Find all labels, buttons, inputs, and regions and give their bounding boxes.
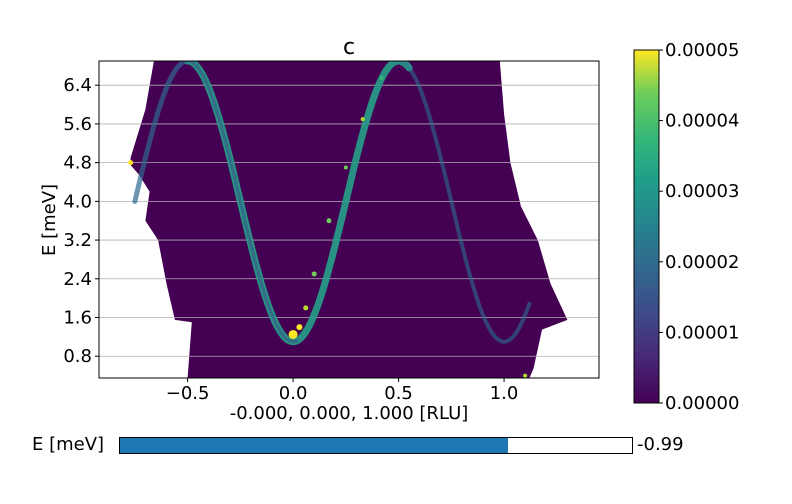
colorbar-tick-label: 0.00005 <box>665 40 739 61</box>
hot-spot <box>379 75 384 80</box>
x-tick-label: 1.0 <box>490 383 519 404</box>
colorbar-tick-label: 0.00003 <box>665 181 739 202</box>
y-tick-label: 5.6 <box>63 114 92 135</box>
y-axis: 0.8 1.6 2.4 3.2 4.0 4.8 5.6 6.4 <box>63 75 99 367</box>
dispersion-branch-ghost <box>175 61 299 344</box>
y-tick-label: 4.8 <box>63 153 92 174</box>
hot-spot <box>128 160 134 166</box>
data-coverage-region <box>130 61 568 378</box>
y-tick-label: 3.2 <box>63 230 92 251</box>
plot-area <box>99 61 599 378</box>
chart-title: c <box>343 35 355 60</box>
energy-slider-value: -0.99 <box>637 434 684 455</box>
y-tick-label: 1.6 <box>63 308 92 329</box>
hot-spot <box>288 329 298 339</box>
y-tick-label: 4.0 <box>63 191 92 212</box>
x-axis: −0.5 0.0 0.5 1.0 <box>166 378 519 404</box>
hot-spot <box>360 117 365 122</box>
colorbar-ticks: 0.00000 0.00001 0.00002 0.00003 0.00004 0.000… <box>659 40 739 414</box>
y-tick-label: 0.8 <box>63 346 92 367</box>
hot-spot <box>311 271 317 277</box>
x-tick-label: 0.0 <box>279 383 308 404</box>
y-tick-label: 6.4 <box>63 75 92 96</box>
x-tick-label: 0.5 <box>384 383 413 404</box>
dispersion-branch-left <box>132 61 186 204</box>
hot-spot <box>303 305 309 311</box>
x-axis-label: -0.000, 0.000, 1.000 [RLU] <box>230 403 469 424</box>
colorbar-tick-label: 0.00001 <box>665 322 739 343</box>
hot-spot <box>326 218 332 224</box>
colorbar <box>633 49 660 404</box>
hot-spot <box>343 165 348 170</box>
plot-frame <box>98 60 600 379</box>
y-tick-label: 2.4 <box>63 269 92 290</box>
x-tick-label: −0.5 <box>166 383 210 404</box>
energy-slider-label: E [meV] <box>32 434 105 455</box>
energy-slider-fill <box>120 438 509 453</box>
colorbar-tick-label: 0.00000 <box>665 393 739 414</box>
y-axis-label: E [meV] <box>39 184 60 256</box>
intensity-hot-spots <box>128 75 528 378</box>
colorbar-tick-label: 0.00004 <box>665 111 739 132</box>
hot-spot <box>523 373 528 378</box>
hot-spot <box>296 324 303 331</box>
colorbar-tick-label: 0.00002 <box>665 252 739 273</box>
dispersion-branch-right <box>396 61 532 344</box>
energy-slider[interactable] <box>119 437 633 454</box>
